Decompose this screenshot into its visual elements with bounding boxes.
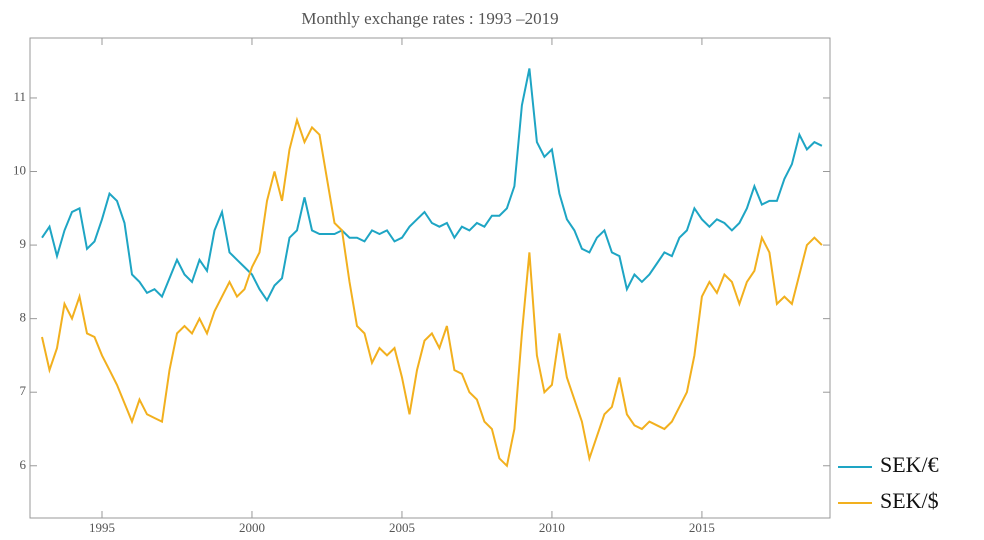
plot-frame	[29, 37, 831, 519]
x-tick-label: 2015	[689, 520, 715, 535]
legend-label: SEK/$	[880, 488, 939, 513]
y-tick-label: 7	[20, 383, 27, 398]
series-line	[41, 68, 823, 303]
y-tick-label: 11	[13, 89, 26, 104]
x-tick-label: 2000	[239, 520, 265, 535]
legend-label: SEK/€	[880, 452, 939, 477]
chart-title: Monthly exchange rates : 1993 –2019	[301, 9, 558, 28]
x-tick-label: 2010	[539, 520, 565, 535]
y-tick-label: 9	[20, 236, 27, 251]
series-line	[41, 116, 823, 468]
y-tick-label: 6	[20, 457, 27, 472]
y-tick-label: 10	[13, 163, 26, 178]
x-tick-label: 2005	[389, 520, 415, 535]
y-tick-label: 8	[20, 310, 27, 325]
x-tick-label: 1995	[89, 520, 115, 535]
